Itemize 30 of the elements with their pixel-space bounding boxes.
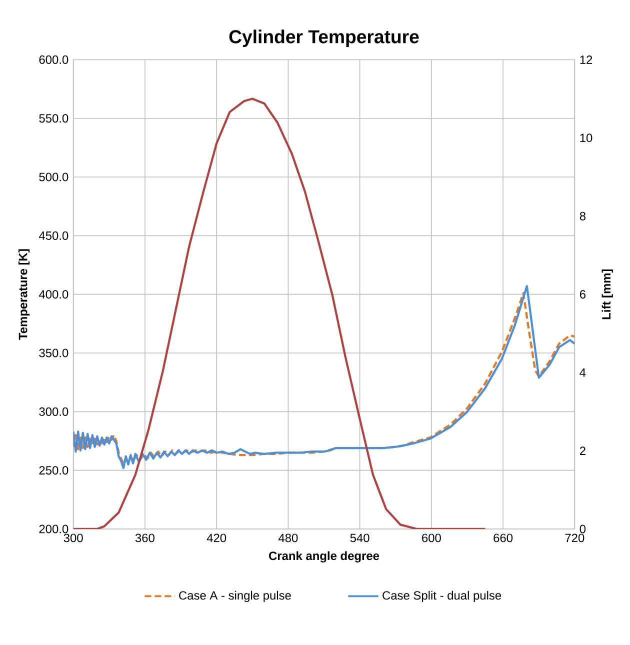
- chart-title: Cylinder Temperature: [229, 30, 419, 47]
- y2-tick-label: 2: [580, 446, 586, 455]
- y-tick-label: 600.0: [39, 55, 68, 64]
- x-tick-label: 360: [135, 534, 154, 542]
- y-tick-label: 350.0: [39, 348, 68, 358]
- y-tick-label: 550.0: [39, 114, 68, 123]
- y2-tick-label: 10: [580, 134, 592, 142]
- y2-axis-title: Lift [mm]: [602, 269, 613, 320]
- y2-tick-label: 6: [580, 290, 586, 299]
- y2-tick-label: 8: [580, 212, 586, 220]
- x-tick-label: 540: [350, 534, 370, 542]
- x-tick-label: 480: [278, 534, 298, 542]
- x-axis-title: Crank angle degree: [269, 551, 380, 562]
- x-tick-label: 660: [494, 534, 513, 542]
- y-tick-label: 500.0: [39, 172, 68, 182]
- x-tick-label: 600: [422, 534, 441, 542]
- x-tick-label: 420: [206, 534, 226, 542]
- y-tick-label: 300.0: [39, 407, 68, 416]
- legend-label: Case A - single pulse: [179, 590, 291, 602]
- y2-tick-label: 4: [580, 368, 586, 377]
- y-tick-label: 400.0: [38, 290, 68, 299]
- x-tick-label: 720: [565, 534, 584, 542]
- y2-tick-label: 0: [580, 524, 586, 534]
- y-axis-title: Temperature [K]: [18, 249, 30, 340]
- legend-label: Case Split - dual pulse: [382, 590, 502, 602]
- y-tick-label: 450.0: [38, 231, 68, 240]
- y2-tick-label: 12: [580, 55, 592, 64]
- y-tick-label: 200.0: [39, 524, 68, 534]
- y-tick-label: 250.0: [39, 466, 68, 475]
- x-tick-label: 300: [64, 534, 83, 542]
